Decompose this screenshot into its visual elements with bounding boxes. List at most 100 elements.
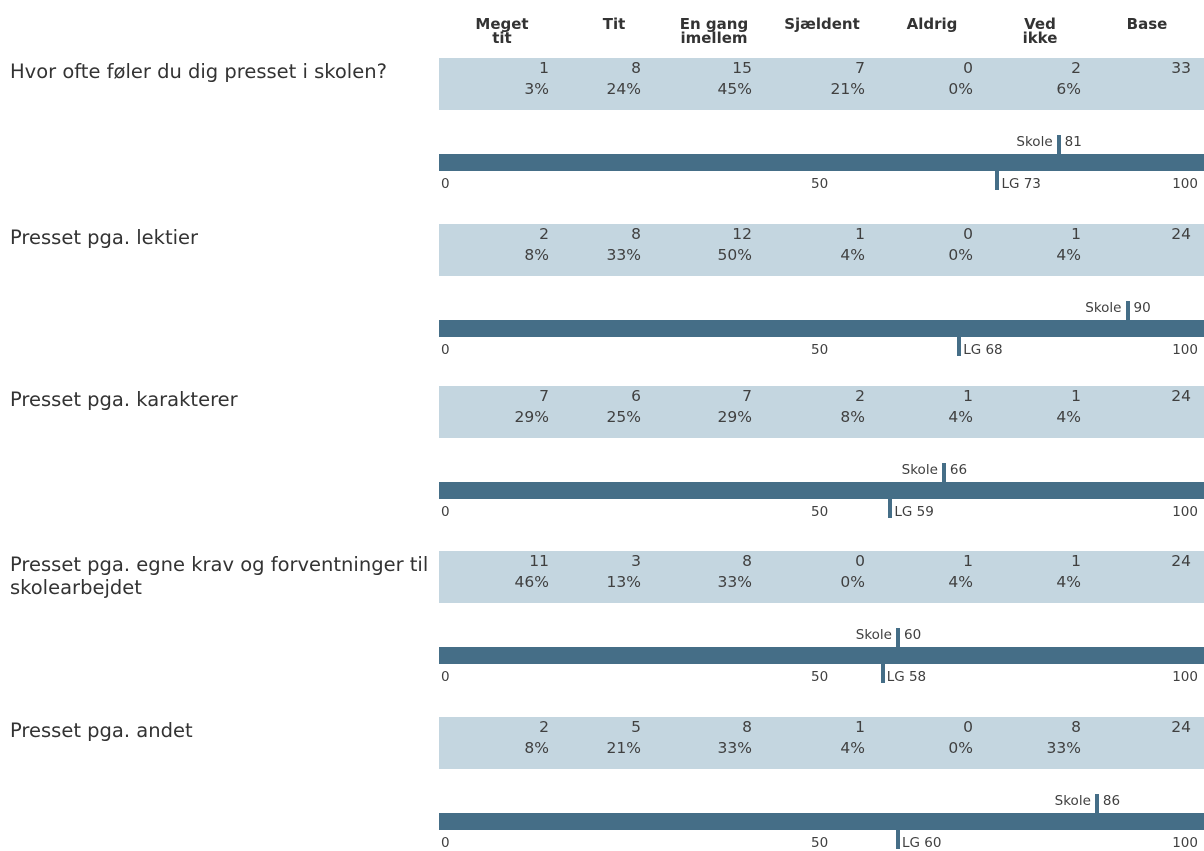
axis-label-mid: 50 — [811, 176, 829, 192]
school-label: Skole — [1085, 300, 1122, 316]
count-cell: 1 — [1071, 225, 1081, 243]
question-label: Hvor ofte føler du dig presset i skolen? — [10, 60, 387, 83]
school-marker — [1125, 301, 1130, 321]
percent-cell: 0% — [840, 573, 865, 591]
scale-bar — [439, 154, 1204, 171]
stats-band — [439, 717, 1204, 769]
count-cell: 1 — [963, 387, 973, 405]
count-cell: 8 — [631, 225, 641, 243]
count-cell: 7 — [539, 387, 549, 405]
school-label: Skole — [1054, 793, 1091, 809]
school-value: 66 — [949, 462, 968, 478]
percent-cell: 4% — [948, 573, 973, 591]
column-header: Tit — [602, 15, 626, 33]
lg-label: LG 59 — [894, 504, 934, 520]
count-cell: 8 — [1071, 718, 1081, 736]
percent-cell: 13% — [606, 573, 641, 591]
count-cell: 2 — [855, 387, 865, 405]
count-cell: 15 — [732, 59, 752, 77]
column-header: Meget tit — [475, 15, 529, 47]
percent-cell: 33% — [606, 246, 641, 264]
count-cell: 1 — [855, 225, 865, 243]
scale-bar — [439, 813, 1204, 830]
lg-marker — [957, 336, 962, 356]
percent-cell: 46% — [514, 573, 549, 591]
lg-label: LG 68 — [963, 342, 1003, 358]
school-label: Skole — [855, 627, 892, 643]
count-cell: 1 — [539, 59, 549, 77]
school-label: Skole — [901, 462, 938, 478]
count-cell: 24 — [1171, 387, 1191, 405]
count-cell: 3 — [631, 552, 641, 570]
percent-cell: 21% — [606, 739, 641, 757]
count-cell: 7 — [742, 387, 752, 405]
count-cell: 7 — [855, 59, 865, 77]
percent-cell: 0% — [948, 80, 973, 98]
school-value: 60 — [904, 627, 922, 643]
school-marker — [896, 628, 900, 648]
school-value: 90 — [1133, 300, 1151, 316]
percent-cell: 4% — [840, 246, 865, 264]
stats-band — [439, 58, 1204, 110]
lg-marker — [888, 498, 893, 518]
column-header: Aldrig — [906, 15, 958, 33]
axis-label-min: 0 — [441, 669, 450, 685]
count-cell: 24 — [1171, 552, 1191, 570]
axis-label-min: 0 — [441, 342, 450, 358]
axis-label-min: 0 — [441, 176, 450, 192]
percent-cell: 4% — [1056, 408, 1081, 426]
percent-cell: 0% — [948, 739, 973, 757]
axis-label-mid: 50 — [811, 504, 829, 520]
axis-label-mid: 50 — [811, 835, 829, 851]
school-value: 81 — [1064, 134, 1082, 150]
count-cell: 1 — [1071, 387, 1081, 405]
axis-label-max: 100 — [1172, 342, 1198, 358]
percent-cell: 6% — [1056, 80, 1081, 98]
count-cell: 2 — [539, 225, 549, 243]
school-label: Skole — [1016, 134, 1053, 150]
question-label: Presset pga. egne krav og forventninger … — [10, 553, 429, 599]
percent-cell: 8% — [524, 739, 549, 757]
percent-cell: 45% — [717, 80, 752, 98]
school-value: 86 — [1102, 793, 1121, 809]
scale-bar — [439, 482, 1204, 499]
percent-cell: 4% — [948, 408, 973, 426]
axis-label-max: 100 — [1172, 669, 1198, 685]
column-header: Sjældent — [784, 15, 860, 33]
count-cell: 0 — [963, 225, 973, 243]
count-cell: 24 — [1171, 718, 1191, 736]
lg-label: LG 60 — [902, 835, 942, 851]
question-label: Presset pga. karakterer — [10, 388, 238, 411]
column-header: Base — [1126, 15, 1168, 33]
axis-label-max: 100 — [1172, 176, 1198, 192]
axis-label-mid: 50 — [811, 669, 829, 685]
percent-cell: 4% — [1056, 573, 1081, 591]
question-label: Presset pga. lektier — [10, 226, 199, 249]
axis-label-min: 0 — [441, 504, 450, 520]
stats-band — [439, 386, 1204, 438]
stats-band — [439, 224, 1204, 276]
school-marker — [941, 463, 946, 483]
question-label: Presset pga. andet — [10, 719, 193, 742]
count-cell: 5 — [631, 718, 641, 736]
percent-cell: 0% — [948, 246, 973, 264]
count-cell: 8 — [631, 59, 641, 77]
count-cell: 1 — [855, 718, 865, 736]
count-cell: 6 — [631, 387, 641, 405]
percent-cell: 21% — [830, 80, 865, 98]
percent-cell: 33% — [717, 739, 752, 757]
school-marker — [1056, 135, 1061, 155]
count-cell: 24 — [1171, 225, 1191, 243]
percent-cell: 29% — [717, 408, 752, 426]
count-cell: 2 — [1071, 59, 1081, 77]
lg-marker — [896, 829, 900, 849]
axis-label-min: 0 — [441, 835, 450, 851]
lg-marker — [995, 170, 1000, 190]
axis-label-max: 100 — [1172, 835, 1198, 851]
count-cell: 33 — [1171, 59, 1191, 77]
percent-cell: 33% — [1046, 739, 1081, 757]
lg-marker — [880, 663, 885, 683]
count-cell: 2 — [539, 718, 549, 736]
lg-label: LG 58 — [886, 669, 927, 685]
percent-cell: 25% — [606, 408, 641, 426]
